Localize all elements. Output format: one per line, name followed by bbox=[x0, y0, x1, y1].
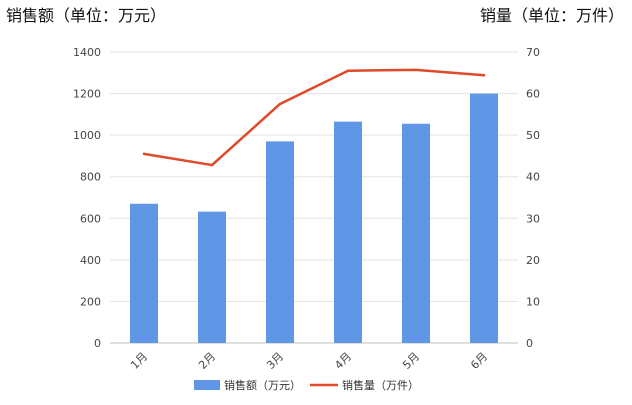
gridlines bbox=[110, 51, 518, 344]
sales-volume-line bbox=[142, 68, 486, 167]
right-tick-label: 60 bbox=[526, 88, 540, 101]
left-tick-label: 1200 bbox=[73, 88, 101, 101]
left-tick-label: 0 bbox=[94, 337, 101, 350]
left-axis-ticks: 0 200 400 600 800 1000 1200 1400 bbox=[73, 46, 101, 350]
x-tick-label: 3月 bbox=[264, 350, 286, 372]
right-tick-label: 40 bbox=[526, 171, 540, 184]
bar bbox=[266, 141, 294, 343]
left-tick-label: 1000 bbox=[73, 129, 101, 142]
x-tick-label: 2月 bbox=[196, 350, 218, 372]
legend-line-label: 销售量（万件） bbox=[342, 378, 419, 392]
x-tick-label: 5月 bbox=[400, 350, 422, 372]
legend: 销售额（万元） 销售量（万件） bbox=[194, 378, 419, 392]
right-tick-label: 30 bbox=[526, 212, 540, 225]
line-point bbox=[414, 68, 418, 72]
left-tick-label: 200 bbox=[80, 295, 101, 308]
bar bbox=[198, 211, 226, 343]
left-tick-label: 800 bbox=[80, 171, 101, 184]
right-tick-label: 10 bbox=[526, 295, 540, 308]
line-point bbox=[278, 102, 282, 106]
line-point bbox=[482, 74, 486, 77]
left-axis-title: 销售额（单位：万元） bbox=[6, 6, 166, 25]
bar bbox=[470, 93, 498, 343]
bar bbox=[334, 121, 362, 343]
legend-bar-swatch bbox=[194, 380, 220, 390]
left-tick-label: 400 bbox=[80, 254, 101, 267]
x-tick-label: 4月 bbox=[332, 350, 354, 372]
bar bbox=[402, 123, 430, 343]
x-tick-label: 6月 bbox=[468, 350, 490, 372]
line-point bbox=[142, 152, 146, 156]
right-axis-ticks: 0 10 20 30 40 50 60 70 bbox=[526, 46, 540, 350]
x-axis-ticks: 1月 2月 3月 4月 5月 6月 bbox=[128, 350, 490, 372]
left-tick-label: 1400 bbox=[73, 46, 101, 59]
x-tick-label: 1月 bbox=[128, 350, 150, 372]
line-point bbox=[210, 163, 214, 167]
left-tick-label: 600 bbox=[80, 212, 101, 225]
right-axis-title: 销量（单位：万件） bbox=[480, 6, 624, 25]
right-tick-label: 70 bbox=[526, 46, 540, 59]
bar-series bbox=[130, 93, 498, 343]
bar bbox=[130, 203, 158, 343]
line-point bbox=[346, 69, 350, 72]
right-tick-label: 0 bbox=[526, 337, 533, 350]
line-series bbox=[142, 68, 486, 167]
right-tick-label: 50 bbox=[526, 129, 540, 142]
right-tick-label: 20 bbox=[526, 254, 540, 267]
legend-bar-label: 销售额（万元） bbox=[224, 378, 301, 392]
